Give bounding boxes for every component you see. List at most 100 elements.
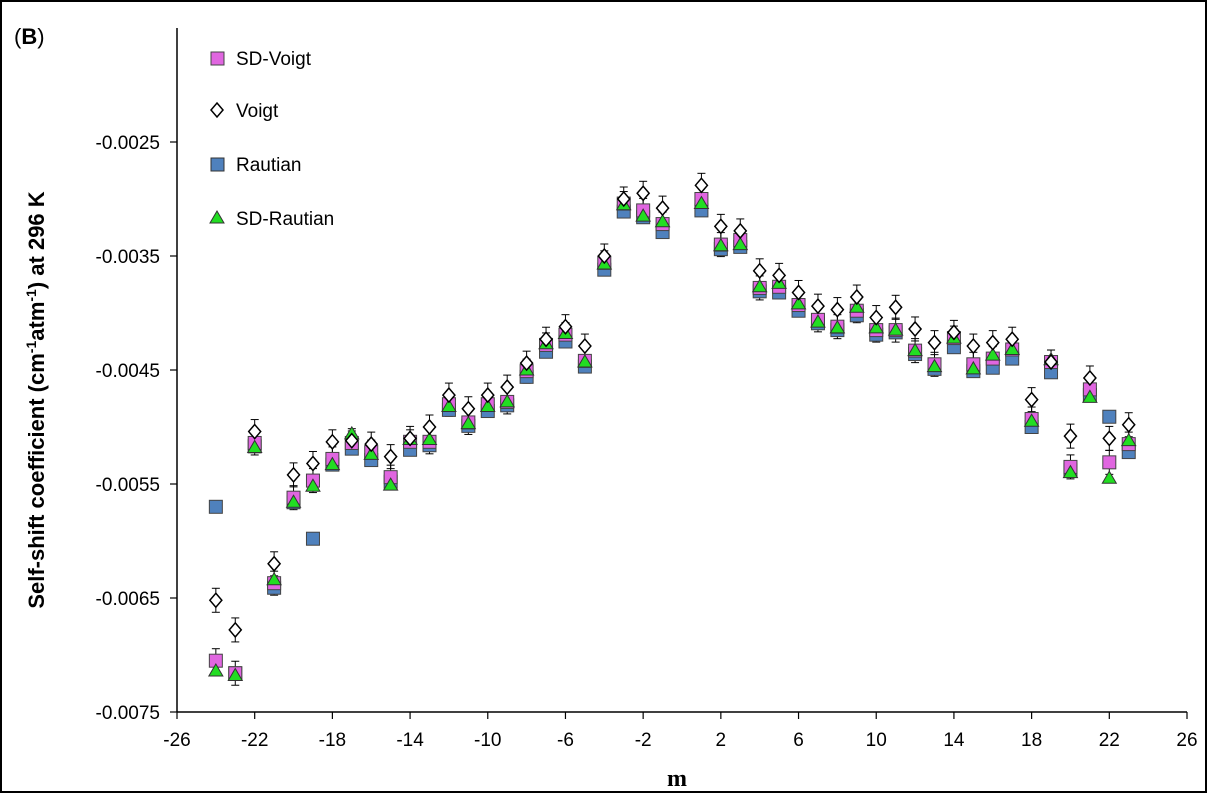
- point-voigt: [305, 455, 320, 472]
- point-voigt: [267, 555, 282, 572]
- point-voigt: [480, 386, 495, 404]
- point-voigt: [519, 355, 534, 372]
- point-voigt: [208, 592, 223, 609]
- point-sd-rautian: [363, 446, 380, 460]
- x-ticks: -26 -22 -18 -14 -10 -6 -2 2 6 10 14 18 22 26: [163, 712, 1198, 751]
- point-rautian: [1102, 409, 1117, 424]
- point-sd-rautian: [790, 295, 807, 310]
- point-sd-rautian: [285, 494, 302, 508]
- legend-label-voigt: Voigt: [236, 101, 279, 122]
- legend-label-sd-rautian: SD-Rautian: [236, 209, 334, 230]
- point-voigt: [247, 423, 262, 440]
- point-rautian: [305, 531, 320, 546]
- point-sd-voigt: [1102, 455, 1117, 470]
- point-sd-rautian: [305, 478, 321, 492]
- x-tick-label: -22: [241, 730, 268, 751]
- point-voigt: [966, 337, 981, 355]
- point-voigt: [985, 334, 1000, 351]
- point-sd-rautian: [712, 237, 729, 252]
- point-sd-rautian: [810, 314, 826, 328]
- data-markers: [207, 177, 1137, 682]
- point-sd-rautian: [499, 393, 516, 408]
- y-tick-label: -0.0035: [96, 247, 160, 268]
- point-sd-rautian: [907, 342, 923, 357]
- legend-label-rautian: Rautian: [236, 155, 302, 176]
- point-voigt: [286, 466, 301, 484]
- point-sd-rautian: [1082, 389, 1098, 403]
- point-voigt: [830, 301, 845, 318]
- point-voigt: [577, 337, 592, 355]
- point-voigt: [228, 621, 243, 639]
- point-sd-rautian: [848, 299, 865, 313]
- point-voigt: [752, 262, 767, 279]
- y-ticks: -0.0025 -0.0035 -0.0045 -0.0055 -0.0065 -0.00…: [96, 133, 177, 724]
- point-sd-rautian: [479, 398, 496, 412]
- point-sd-rautian: [382, 477, 399, 491]
- point-sd-rautian: [441, 398, 457, 412]
- point-sd-rautian: [577, 354, 593, 368]
- legend: SD-Voigt Voigt Rautian SD-Rautian: [209, 49, 334, 230]
- x-tick-label: -26: [163, 730, 190, 751]
- point-sd-rautian: [227, 667, 244, 682]
- point-voigt: [403, 430, 418, 447]
- point-voigt: [772, 267, 787, 284]
- point-sd-rautian: [751, 278, 768, 293]
- point-voigt: [441, 386, 456, 404]
- y-tick-label: -0.0065: [96, 589, 160, 610]
- point-voigt: [791, 284, 806, 301]
- point-voigt: [364, 435, 379, 453]
- point-voigt: [946, 324, 961, 341]
- point-voigt: [1044, 353, 1059, 371]
- point-voigt: [325, 433, 340, 450]
- point-voigt: [383, 448, 398, 465]
- point-voigt: [1102, 430, 1117, 447]
- point-voigt: [1121, 416, 1136, 433]
- point-sd-rautian: [1062, 464, 1079, 479]
- panel-label: (B): [14, 24, 45, 49]
- legend-marker-voigt: [210, 101, 224, 119]
- point-sd-rautian: [207, 662, 224, 677]
- x-tick-label: 22: [1099, 730, 1120, 751]
- point-voigt: [1063, 427, 1078, 445]
- x-tick-label: 10: [866, 730, 887, 751]
- point-sd-rautian: [421, 431, 438, 446]
- point-sd-rautian: [246, 439, 263, 454]
- x-tick-label: -18: [319, 730, 346, 751]
- point-voigt: [500, 378, 515, 396]
- point-sd-rautian: [635, 208, 652, 222]
- legend-item-voigt: Voigt: [210, 101, 279, 122]
- point-voigt: [461, 400, 476, 417]
- point-voigt: [869, 309, 884, 326]
- point-voigt: [597, 247, 612, 265]
- point-sd-rautian: [1004, 341, 1021, 355]
- point-sd-rautian: [984, 347, 1001, 361]
- legend-label-sd-voigt: SD-Voigt: [236, 49, 312, 70]
- point-voigt: [636, 185, 651, 202]
- point-voigt: [713, 218, 728, 235]
- x-tick-label: -14: [396, 730, 424, 751]
- x-tick-label: -2: [635, 730, 652, 751]
- point-rautian: [208, 499, 223, 514]
- point-sd-rautian: [829, 319, 846, 334]
- point-sd-rautian: [868, 319, 885, 334]
- point-sd-rautian: [1120, 432, 1137, 447]
- x-tick-label: 26: [1176, 730, 1197, 751]
- point-voigt: [849, 288, 864, 306]
- point-voigt: [616, 190, 631, 208]
- point-voigt: [1082, 369, 1097, 387]
- point-sd-rautian: [732, 236, 749, 251]
- y-tick-label: -0.0045: [96, 361, 160, 382]
- point-voigt: [655, 199, 670, 217]
- y-tick-label: -0.0025: [96, 133, 160, 154]
- x-tick-label: 14: [943, 730, 965, 751]
- y-tick-label: -0.0055: [96, 475, 160, 496]
- point-sd-rautian: [654, 213, 671, 228]
- point-sd-rautian: [324, 456, 341, 471]
- legend-item-sd-rautian: SD-Rautian: [209, 209, 334, 230]
- point-sd-rautian: [965, 360, 982, 375]
- x-tick-label: -10: [474, 730, 501, 751]
- point-voigt: [908, 320, 923, 338]
- point-voigt: [558, 318, 573, 335]
